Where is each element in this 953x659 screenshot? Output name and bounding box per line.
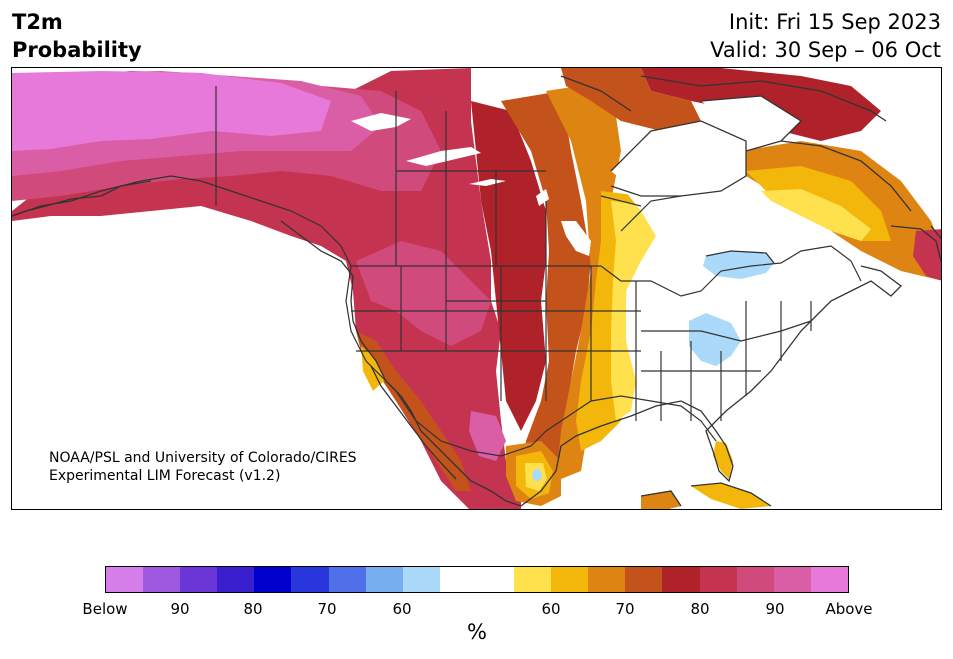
colorbar bbox=[105, 566, 849, 593]
colorbar-tick-label: Below bbox=[82, 600, 128, 618]
init-date: Init: Fri 15 Sep 2023 bbox=[728, 10, 941, 34]
colorbar-segment bbox=[773, 567, 811, 592]
lake-reindeer bbox=[536, 189, 549, 206]
title-variable: T2m bbox=[12, 10, 63, 34]
colorbar-segment bbox=[476, 567, 515, 592]
shade-above-alaska bbox=[12, 71, 331, 151]
colorbar-tick-label: 80 bbox=[690, 600, 710, 618]
shade-p65-band bbox=[546, 81, 621, 481]
shade-p70-arctic bbox=[561, 68, 701, 131]
colorbar-segment bbox=[810, 567, 848, 592]
colorbar-tick-label: 70 bbox=[615, 600, 635, 618]
title-type: Probability bbox=[12, 38, 142, 62]
colorbar-tick-label: 80 bbox=[243, 600, 263, 618]
colorbar-segment bbox=[106, 567, 144, 592]
map-title: T2m Probability bbox=[12, 8, 142, 64]
shade-p85-rockies bbox=[356, 241, 491, 346]
data-credit: NOAA/PSL and University of Colorado/CIRE… bbox=[49, 449, 357, 485]
credit-line-2: Experimental LIM Forecast (v1.2) bbox=[49, 468, 281, 484]
shade-p60-cuba bbox=[691, 483, 771, 509]
colorbar-segment bbox=[439, 567, 477, 592]
shade-p55-quebec bbox=[761, 189, 871, 241]
shade-p65-yucatan bbox=[641, 491, 681, 509]
shade-neutral-east bbox=[621, 176, 861, 451]
colorbar-segment bbox=[180, 567, 218, 592]
colorbar-segment bbox=[291, 567, 329, 592]
colorbar-segment bbox=[736, 567, 774, 592]
colorbar-segment bbox=[402, 567, 440, 592]
shade-below-ohio bbox=[689, 313, 741, 366]
hudson-strait bbox=[701, 96, 801, 141]
probability-map bbox=[12, 68, 941, 509]
shade-below-mexico bbox=[532, 469, 542, 481]
lake-athabasca bbox=[469, 179, 506, 186]
colorbar-segment bbox=[217, 567, 255, 592]
colorbar-tick-label: Above bbox=[825, 600, 873, 618]
colorbar-segment bbox=[625, 567, 663, 592]
valid-date: Valid: 30 Sep – 06 Oct bbox=[710, 38, 941, 62]
colorbar-segment bbox=[328, 567, 366, 592]
colorbar-segment bbox=[365, 567, 403, 592]
colorbar-unit: % bbox=[467, 620, 487, 644]
shade-p80-newfoundland bbox=[913, 229, 941, 281]
colorbar-tick-label: 70 bbox=[317, 600, 337, 618]
forecast-dates: Init: Fri 15 Sep 2023 Valid: 30 Sep – 06… bbox=[710, 8, 941, 64]
shade-p70-swcoast bbox=[356, 331, 471, 491]
colorbar-tick-label: 60 bbox=[541, 600, 561, 618]
colorbar-segment bbox=[143, 567, 181, 592]
colorbar-tick-label: 60 bbox=[392, 600, 412, 618]
hudson-bay bbox=[611, 121, 746, 196]
colorbar-tick-label: 90 bbox=[170, 600, 190, 618]
lake-winnipeg bbox=[561, 221, 591, 256]
coastlines bbox=[12, 75, 941, 507]
credit-line-1: NOAA/PSL and University of Colorado/CIRE… bbox=[49, 450, 357, 466]
map-panel bbox=[11, 67, 942, 510]
shade-p90-mexico bbox=[469, 411, 506, 461]
colorbar-segment bbox=[699, 567, 737, 592]
colorbar-segment bbox=[551, 567, 589, 592]
lake-great-slave bbox=[406, 147, 481, 166]
colorbar-segment bbox=[514, 567, 552, 592]
colorbar-segment bbox=[254, 567, 292, 592]
political-borders bbox=[12, 86, 862, 457]
colorbar-segment bbox=[662, 567, 700, 592]
colorbar-segment bbox=[588, 567, 626, 592]
colorbar-tick-label: 90 bbox=[765, 600, 785, 618]
